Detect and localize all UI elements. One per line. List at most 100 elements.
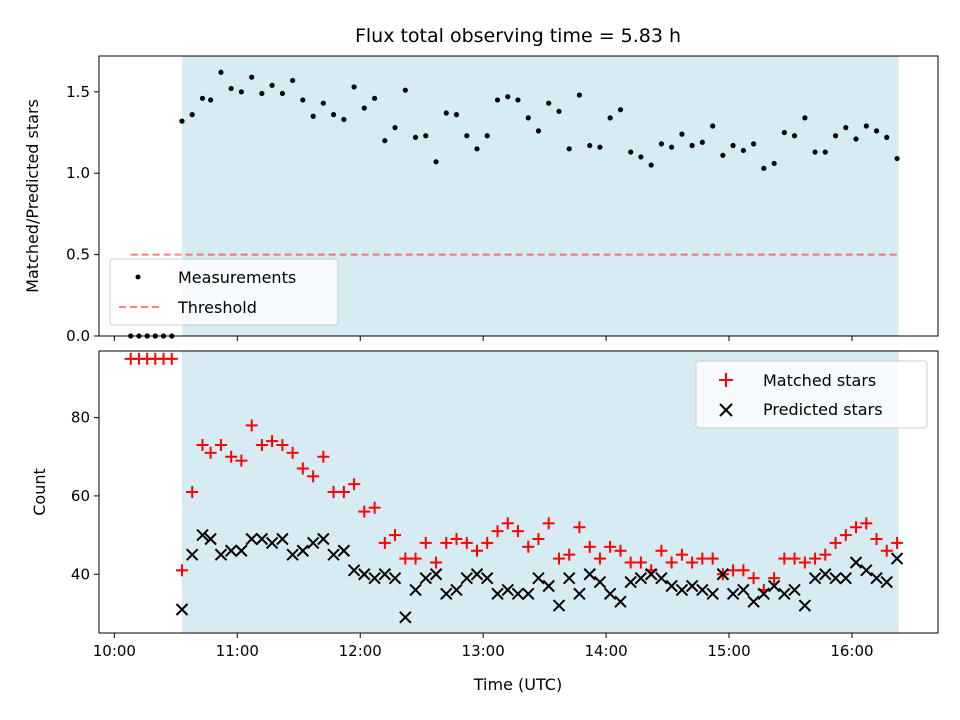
top-panel: 0.0 0.5 1.0 1.5 Matched/Predicted stars Mea… <box>23 55 939 345</box>
legend-predicted-label: Predicted stars <box>763 400 883 419</box>
predicted-star-point <box>839 571 853 585</box>
matched-star-point <box>501 517 514 530</box>
predicted-star-point <box>224 544 238 557</box>
predicted-star-point <box>175 603 189 616</box>
bottom-y-tick-label: 60 <box>71 487 90 505</box>
bottom-x-tick-label: 14:00 <box>584 642 627 660</box>
measurement-point <box>843 125 849 131</box>
predicted-star-point <box>481 571 494 585</box>
measurement-point <box>361 105 367 111</box>
bottom-y-tick-label: 40 <box>71 565 90 583</box>
matched-star-point <box>430 556 443 569</box>
matched-star-point <box>214 439 227 451</box>
matched-star-point <box>389 529 402 542</box>
legend-threshold-label: Threshold <box>177 298 257 317</box>
predicted-star-point <box>726 587 740 601</box>
predicted-star-point <box>235 544 248 557</box>
predicted-star-point <box>778 587 791 601</box>
matched-star-point <box>737 564 750 577</box>
measurement-point <box>894 155 900 162</box>
measurement-point <box>525 115 531 121</box>
legend-measurements-label: Measurements <box>178 268 296 287</box>
matched-star-point <box>778 552 791 565</box>
predicted-star-point <box>368 571 381 585</box>
matched-star-point <box>491 525 504 538</box>
measurement-point <box>853 136 859 142</box>
matched-star-point <box>583 540 596 553</box>
matched-star-point <box>358 505 371 518</box>
bottom-axes-frame <box>98 350 939 634</box>
measurement-point <box>597 144 603 150</box>
predicted-star-point <box>644 568 658 581</box>
predicted-star-point <box>419 571 432 585</box>
measurement-point <box>710 123 716 129</box>
measurement-point <box>689 142 695 149</box>
matched-star-point <box>327 486 340 498</box>
predicted-star-point <box>440 587 453 601</box>
bottom-x-tick-label: 13:00 <box>462 642 505 660</box>
predicted-star-point <box>358 568 371 581</box>
predicted-star-point <box>685 579 699 593</box>
measurement-point <box>351 84 357 90</box>
measurement-point <box>720 152 726 158</box>
predicted-star-point <box>624 575 637 589</box>
predicted-star-point <box>767 579 781 593</box>
matched-star-point <box>337 486 350 498</box>
matched-star-point <box>624 556 637 569</box>
matched-star-point <box>409 552 422 565</box>
predicted-star-point <box>378 568 392 581</box>
measurement-point <box>259 90 265 97</box>
matched-star-point <box>655 544 668 557</box>
matched-star-point <box>604 540 617 553</box>
bottom-x-tick-label: 11:00 <box>216 642 259 660</box>
matched-star-point <box>706 552 719 565</box>
predicted-star-point <box>593 575 607 589</box>
top-y-tick-label: 0.5 <box>66 246 90 264</box>
matched-star-point <box>286 446 299 459</box>
measurement-point <box>505 94 511 100</box>
measurement-point <box>617 107 624 113</box>
matched-star-point <box>798 556 811 569</box>
predicted-star-point <box>532 571 545 585</box>
measurement-point <box>453 112 460 118</box>
predicted-star-point <box>573 587 586 601</box>
predicted-star-point <box>347 564 361 577</box>
measurement-point <box>290 77 296 84</box>
measurement-point <box>484 133 490 139</box>
matched-star-point <box>675 548 688 561</box>
matched-star-point <box>573 521 586 534</box>
measurement-point <box>607 115 613 121</box>
matched-star-point <box>788 552 801 565</box>
predicted-star-point <box>388 571 402 585</box>
matched-star-point <box>317 450 330 463</box>
predicted-star-point <box>706 587 719 601</box>
predicted-star-point <box>603 587 617 601</box>
measurement-point <box>730 142 736 149</box>
measurement-point <box>218 69 224 75</box>
matched-star-point <box>481 536 494 549</box>
matched-star-point <box>696 552 709 565</box>
measurement-point <box>474 146 480 152</box>
legend-matched-label: Matched stars <box>763 371 876 390</box>
matched-star-point <box>471 544 484 557</box>
matched-star-point <box>809 552 822 565</box>
matched-star-point <box>255 439 268 451</box>
measurement-point <box>822 149 828 155</box>
matched-star-point <box>532 533 545 545</box>
measurement-point <box>199 95 206 101</box>
matched-star-point <box>440 536 453 549</box>
matched-star-point <box>839 529 852 542</box>
measurement-point <box>392 125 398 131</box>
measurement-point <box>638 154 644 160</box>
matched-star-point <box>686 556 699 569</box>
predicted-star-point <box>196 528 209 542</box>
measurement-point <box>423 133 429 139</box>
matched-star-point <box>460 536 473 549</box>
bottom-x-tick-label: 15:00 <box>707 642 750 660</box>
measurement-point <box>648 162 654 168</box>
bottom-x-tick-label: 16:00 <box>830 642 873 660</box>
measurement-point <box>812 149 818 155</box>
matched-star-point <box>165 352 178 365</box>
predicted-star-point <box>317 532 330 546</box>
predicted-star-point <box>296 544 310 557</box>
